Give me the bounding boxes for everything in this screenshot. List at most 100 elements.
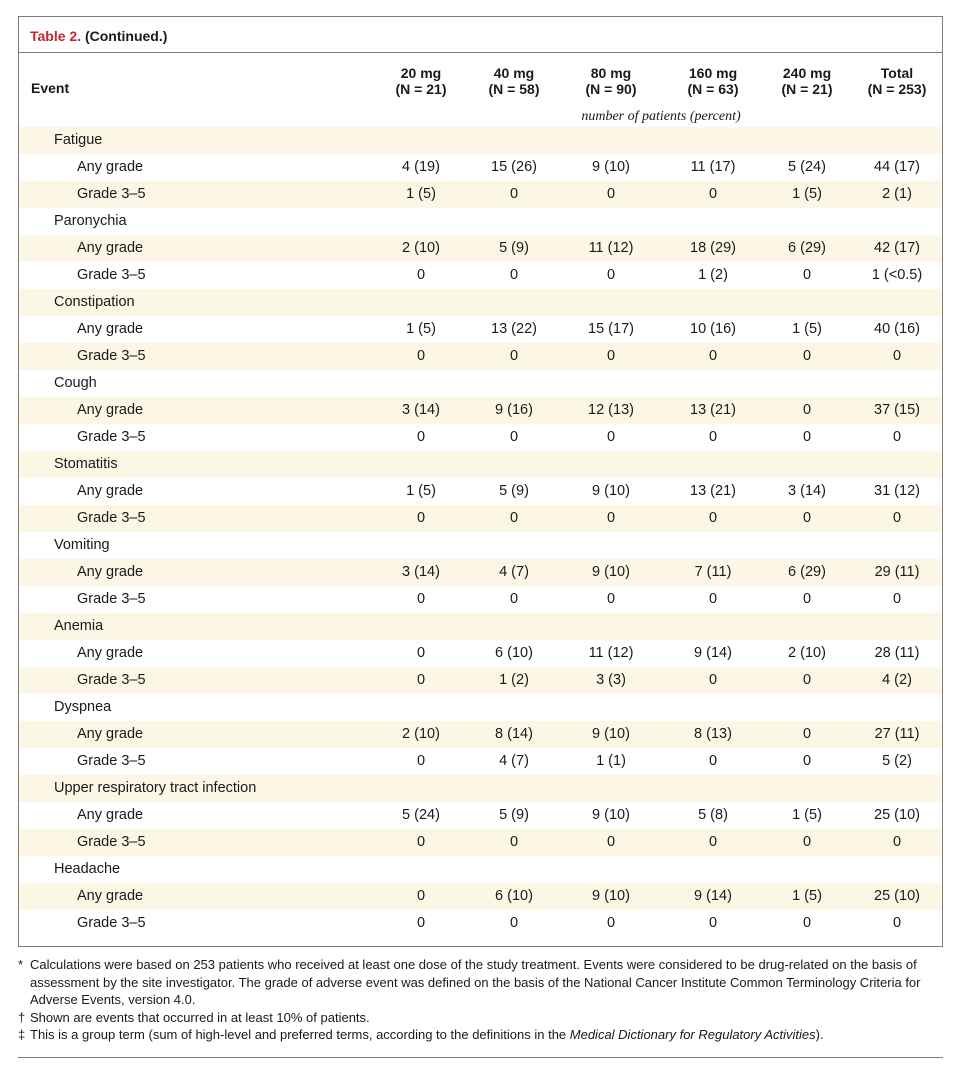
table-cell: 0 xyxy=(802,672,812,688)
event-grade-row: Any grade 3 (14) 9 (16) 12 (13) 13 (21) 0 37 (… xyxy=(19,397,942,424)
table-cell: 0 xyxy=(509,834,519,850)
table-cell: 0 xyxy=(708,672,718,688)
grade-label: Any grade xyxy=(77,807,144,823)
table-cell: 0 xyxy=(802,834,812,850)
column-n: (N = 21) xyxy=(395,81,447,97)
footnote-text: This is a group term (sum of high-level … xyxy=(30,1027,570,1042)
table-cell: 0 xyxy=(416,915,426,931)
table-cell: 10 (16) xyxy=(690,321,736,337)
table-cell: 11 (12) xyxy=(588,645,634,661)
table-cell: 4 (19) xyxy=(402,159,440,175)
event-category-row: Stomatitis xyxy=(19,451,942,478)
table-cell: 8 (13) xyxy=(694,726,732,742)
footnote-text: Shown are events that occurred in at lea… xyxy=(30,1009,370,1025)
table-caption-label: Table 2. xyxy=(30,28,82,44)
table-cell: 0 xyxy=(509,510,519,526)
table-cell: 3 (14) xyxy=(402,564,440,580)
grade-label: Any grade xyxy=(77,564,144,580)
table-cell: 0 xyxy=(416,348,426,364)
event-name: Dyspnea xyxy=(54,699,112,715)
grade-label: Grade 3–5 xyxy=(77,510,146,526)
table-cell: 9 (16) xyxy=(495,402,533,418)
table-cell: 0 xyxy=(802,591,812,607)
event-grade-row: Any grade 0 6 (10) 9 (10) 9 (14) 1 (5) 25 (10) xyxy=(19,883,942,910)
bottom-rule xyxy=(18,1057,943,1058)
table-cell: 27 (11) xyxy=(874,726,920,742)
table-cell: 0 xyxy=(892,915,902,931)
table-cell: 0 xyxy=(802,753,812,769)
table-cell: 0 xyxy=(416,267,426,283)
footnote: ‡ This is a group term (sum of high-leve… xyxy=(18,1026,943,1044)
table-cell: 11 (17) xyxy=(690,159,736,175)
event-grade-row: Grade 3–5 0 4 (7) 1 (1) 0 0 5 (2) xyxy=(19,748,942,775)
footnotes: * Calculations were based on 253 patient… xyxy=(18,956,943,1044)
table-cell: 4 (7) xyxy=(499,564,529,580)
table-cell: 0 xyxy=(606,186,616,202)
event-category-row: Vomiting xyxy=(19,532,942,559)
table-cell: 0 xyxy=(416,645,426,661)
event-name: Anemia xyxy=(54,618,104,634)
table-cell: 44 (17) xyxy=(874,159,920,175)
table-cell: 11 (12) xyxy=(588,240,634,256)
table-cell: 1 (5) xyxy=(406,483,436,499)
event-grade-row: Any grade 3 (14) 4 (7) 9 (10) 7 (11) 6 (29) 29… xyxy=(19,559,942,586)
units-label: number of patients (percent) xyxy=(581,109,741,124)
event-grade-row: Any grade 5 (24) 5 (9) 9 (10) 5 (8) 1 (5) 25 (… xyxy=(19,802,942,829)
grade-label: Any grade xyxy=(77,726,144,742)
table-cell: 13 (21) xyxy=(690,402,736,418)
table-cell: 1 (5) xyxy=(792,186,822,202)
column-n: (N = 253) xyxy=(867,81,927,97)
table-cell: 37 (15) xyxy=(874,402,920,418)
table-cell: 18 (29) xyxy=(690,240,736,256)
table-cell: 9 (10) xyxy=(592,564,630,580)
footnote-italic-text: Medical Dictionary for Regulatory Activi… xyxy=(569,1027,816,1042)
table-body: Fatigue Any grade 4 (19) 15 (26) 9 (10) 11 (1… xyxy=(19,127,942,937)
table-caption: Table 2. (Continued.) xyxy=(19,17,942,53)
table-cell: 3 (14) xyxy=(402,402,440,418)
table-cell: 0 xyxy=(416,591,426,607)
table-cell: 12 (13) xyxy=(588,402,634,418)
column-header-80mg: 80 mg (N = 90) xyxy=(566,65,656,97)
event-grade-row: Any grade 1 (5) 13 (22) 15 (17) 10 (16) 1 (5)… xyxy=(19,316,942,343)
table-cell: 0 xyxy=(606,591,616,607)
event-grade-row: Any grade 2 (10) 5 (9) 11 (12) 18 (29) 6 (29)… xyxy=(19,235,942,262)
table-cell: 0 xyxy=(606,267,616,283)
table-cell: 5 (9) xyxy=(499,807,529,823)
units-row: number of patients (percent) xyxy=(19,109,942,127)
column-header-40mg: 40 mg (N = 58) xyxy=(469,65,559,97)
table-cell: 2 (10) xyxy=(402,240,440,256)
table-cell: 7 (11) xyxy=(694,564,732,580)
table-cell: 2 (10) xyxy=(402,726,440,742)
event-category-row: Dyspnea xyxy=(19,694,942,721)
table-cell: 0 xyxy=(802,915,812,931)
table-cell: 0 xyxy=(802,510,812,526)
event-name: Vomiting xyxy=(54,537,110,553)
table-cell: 0 xyxy=(892,834,902,850)
table-cell: 6 (10) xyxy=(495,645,533,661)
table-cell: 0 xyxy=(606,348,616,364)
event-category-row: Fatigue xyxy=(19,127,942,154)
table-cell: 0 xyxy=(708,915,718,931)
footnote-mark: † xyxy=(18,1009,26,1025)
table-cell: 9 (10) xyxy=(592,726,630,742)
event-category-row: Upper respiratory tract infection xyxy=(19,775,942,802)
grade-label: Any grade xyxy=(77,402,144,418)
event-category-row: Paronychia xyxy=(19,208,942,235)
event-grade-row: Grade 3–5 0 0 0 0 0 0 xyxy=(19,505,942,532)
grade-label: Any grade xyxy=(77,321,144,337)
table-cell: 0 xyxy=(509,267,519,283)
table-cell: 0 xyxy=(892,348,902,364)
event-name: Fatigue xyxy=(54,132,103,148)
table-cell: 0 xyxy=(416,753,426,769)
footnote-mark: * xyxy=(18,957,24,972)
footnote: † Shown are events that occurred in at l… xyxy=(18,1009,943,1027)
table-cell: 15 (26) xyxy=(491,159,537,175)
table-cell: 2 (1) xyxy=(882,186,912,202)
table-cell: 2 (10) xyxy=(788,645,826,661)
table-cell: 6 (29) xyxy=(788,240,826,256)
grade-label: Any grade xyxy=(77,483,144,499)
table-cell: 0 xyxy=(509,429,519,445)
event-grade-row: Grade 3–5 0 0 0 0 0 0 xyxy=(19,424,942,451)
table-cell: 42 (17) xyxy=(874,240,920,256)
table-cell: 0 xyxy=(802,402,812,418)
